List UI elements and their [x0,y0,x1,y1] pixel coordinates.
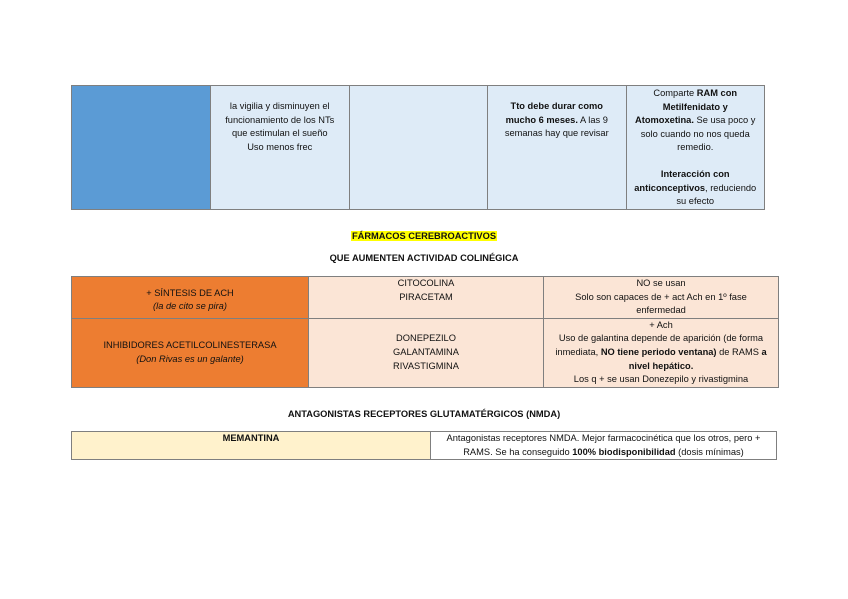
table-1: la vigilia y disminuyen el funcionamient… [71,85,765,210]
cell-tto: Tto debe durar como mucho 6 meses. A las… [487,85,627,210]
note: Antagonistas receptores NMDA. Mejor farm… [446,433,761,457]
subtitle-nmda: ANTAGONISTAS RECEPTORES GLUTAMATÉRGICOS … [287,409,561,419]
bold-text: Tto debe durar como mucho 6 meses. [505,101,603,125]
text-line: que estimulan el sueño [231,128,328,139]
drug-cell: MEMANTINA [71,430,431,461]
bold-note: 100% biodisponibilidad [572,446,676,457]
highlighted-title: FÁRMACOS CEREBROACTIVOS [350,231,498,241]
drug-name: CITOCOLINA [397,278,455,288]
note: de RAMS [716,346,762,357]
table-2: + SÍNTESIS DE ACH (la de cito se pira) C… [71,276,779,388]
group-name: INHIBIDORES ACETILCOLINESTERASA [103,340,277,351]
note: + Ach [649,319,673,330]
bold-text: Interacción con anticonceptivos [634,168,730,193]
bold-note: NO tiene periodo ventana) [600,346,717,357]
text: Comparte [653,88,697,98]
subtitle-colinergica: QUE AUMENTEN ACTIVIDAD COLINÉGICA [329,253,519,263]
cell-ram: Comparte RAM con Metilfenidato y Atomoxe… [625,85,765,210]
note: Los q + se usan Donezepilo y rivastigmin… [573,374,749,385]
text-line: funcionamiento de los NTs [225,114,335,125]
group-name: + SÍNTESIS DE ACH [146,287,234,298]
drug-name: GALANTAMINA [393,346,459,357]
mnemonic: (la de cito se pira) [153,301,227,312]
text: A las 9 semanas hay que revisar [504,114,609,139]
bold-text: RAM con Metilfenidato y Atomoxetina. [635,88,738,126]
table-3: MEMANTINA Antagonistas receptores NMDA. … [71,430,777,461]
empty-cell [348,85,488,210]
note-cell: Antagonistas receptores NMDA. Mejor farm… [430,430,777,461]
group-cell: + SÍNTESIS DE ACH (la de cito se pira) [71,276,309,319]
note: Uso de galantina depende de aparición (d… [555,333,764,357]
drugs-cell: CITOCOLINA PIRACETAM [308,276,544,319]
section-title: FÁRMACOS CEREBROACTIVOS [0,231,848,241]
drug-name: DONEPEZILO [396,333,456,344]
blue-cell [71,85,211,210]
mnemonic: (Don Rivas es un galante) [136,353,244,364]
drug-name: RIVASTIGMINA [393,360,459,371]
cell-vigilia: la vigilia y disminuyen el funcionamient… [210,85,350,210]
text: , reduciendo su efecto [676,182,757,207]
text: Se usa poco y solo cuando no nos queda r… [640,115,756,153]
group-cell: INHIBIDORES ACETILCOLINESTERASA (Don Riv… [71,317,309,388]
drug-name: PIRACETAM [399,291,453,302]
note: (dosis mínimas) [675,446,744,457]
text-line: Uso menos frec [247,141,313,152]
notes-cell: + Ach Uso de galantina depende de aparic… [543,317,779,388]
notes-cell: NO se usan Solo son capaces de + act Ach… [543,276,779,319]
note: NO se usan [636,278,686,288]
drugs-cell: DONEPEZILO GALANTAMINA RIVASTIGMINA [308,317,544,388]
note: Solo son capaces de + act Ach en 1º fase… [575,291,747,316]
bold-note: a nivel hepático. [628,346,767,371]
text-line: la vigilia y disminuyen el [229,101,330,111]
